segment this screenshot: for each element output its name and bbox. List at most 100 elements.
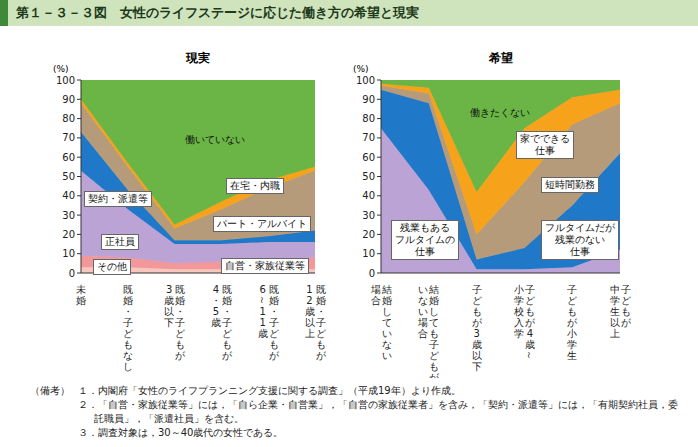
svg-text:60: 60 (62, 152, 75, 163)
svg-text:が: が (316, 350, 327, 361)
svg-text:な: な (123, 350, 133, 361)
svg-text:下: 下 (472, 361, 482, 372)
svg-text:ど: ど (269, 328, 279, 339)
svg-text:・: ・ (175, 306, 185, 317)
svg-text:生: 生 (610, 306, 620, 317)
svg-text:子: 子 (175, 317, 185, 328)
svg-text:既: 既 (175, 284, 185, 295)
svg-text:学: 学 (514, 328, 524, 339)
svg-text:1: 1 (260, 306, 266, 317)
svg-text:い: い (418, 306, 428, 317)
svg-text:ど: ど (123, 328, 133, 339)
svg-text:も: も (123, 339, 133, 350)
svg-text:・: ・ (211, 295, 221, 306)
svg-text:婚: 婚 (316, 295, 326, 306)
svg-text:い: い (418, 284, 428, 295)
svg-text:も: も (567, 306, 577, 317)
svg-text:下: 下 (164, 317, 174, 328)
svg-text:が: が (525, 317, 536, 328)
svg-text:学: 学 (610, 295, 620, 306)
svg-text:30: 30 (362, 210, 375, 221)
svg-text:既: 既 (222, 284, 232, 295)
svg-text:小: 小 (514, 284, 524, 295)
svg-text:0: 0 (69, 268, 75, 279)
svg-text:・: ・ (123, 306, 133, 317)
svg-text:が: が (269, 350, 280, 361)
svg-text:小: 小 (567, 328, 577, 339)
svg-text:歳: 歳 (164, 295, 174, 306)
svg-text:2: 2 (306, 295, 312, 306)
svg-text:ど: ど (567, 295, 577, 306)
svg-text:中: 中 (610, 284, 620, 295)
svg-text:6: 6 (260, 284, 266, 295)
svg-text:て: て (429, 317, 439, 328)
svg-text:以: 以 (472, 350, 482, 361)
svg-text:も: も (316, 339, 326, 350)
svg-text:歳: 歳 (211, 317, 221, 328)
svg-text:ど: ど (429, 350, 439, 361)
svg-text:子: 子 (123, 317, 133, 328)
svg-text:も: も (269, 339, 279, 350)
svg-text:歳: 歳 (305, 306, 315, 317)
svg-text:も: も (472, 306, 482, 317)
svg-text:も: も (525, 306, 535, 317)
svg-text:な: な (418, 295, 428, 306)
svg-text:が: が (621, 317, 632, 328)
svg-text:～: ～ (524, 350, 535, 360)
svg-text:場: 場 (417, 317, 428, 328)
svg-text:以: 以 (305, 317, 315, 328)
svg-text:歳: 歳 (258, 328, 268, 339)
svg-text:が: が (222, 350, 233, 361)
svg-text:結: 結 (428, 284, 439, 295)
svg-text:結: 結 (381, 284, 392, 295)
svg-text:ど: ど (316, 328, 326, 339)
svg-text:婚: 婚 (429, 295, 439, 306)
svg-text:・: ・ (269, 306, 279, 317)
svg-text:3: 3 (473, 328, 479, 339)
svg-text:50: 50 (62, 171, 75, 182)
svg-text:10: 10 (362, 248, 375, 259)
svg-text:が: が (175, 350, 186, 361)
svg-text:60: 60 (362, 152, 375, 163)
svg-text:ど: ど (472, 295, 482, 306)
svg-text:・: ・ (222, 306, 232, 317)
svg-text:い: い (382, 350, 392, 361)
svg-text:既: 既 (269, 284, 279, 295)
svg-text:1: 1 (306, 284, 312, 295)
svg-text:40: 40 (362, 190, 375, 201)
svg-text:80: 80 (362, 113, 375, 124)
svg-text:子: 子 (567, 284, 577, 295)
svg-text:未: 未 (76, 284, 86, 295)
svg-text:も: も (429, 328, 439, 339)
svg-text:90: 90 (362, 94, 375, 105)
svg-text:100: 100 (356, 75, 375, 86)
svg-text:校: 校 (513, 306, 524, 317)
svg-text:3: 3 (166, 284, 172, 295)
svg-text:ど: ど (175, 328, 185, 339)
svg-text:・: ・ (316, 306, 326, 317)
svg-text:し: し (123, 361, 133, 372)
svg-text:80: 80 (62, 113, 75, 124)
svg-text:も: も (429, 361, 439, 372)
svg-text:子: 子 (222, 317, 232, 328)
svg-text:入: 入 (514, 317, 524, 328)
svg-text:以: 以 (164, 306, 174, 317)
svg-text:子: 子 (429, 339, 439, 350)
svg-text:が: が (429, 372, 440, 378)
svg-text:40: 40 (62, 190, 75, 201)
svg-text:婚: 婚 (222, 295, 232, 306)
svg-text:50: 50 (362, 171, 375, 182)
svg-text:～: ～ (257, 295, 268, 305)
svg-text:90: 90 (62, 94, 75, 105)
svg-text:4: 4 (213, 284, 219, 295)
svg-text:100: 100 (56, 75, 75, 86)
svg-text:婚: 婚 (76, 295, 86, 306)
svg-text:30: 30 (62, 210, 75, 221)
svg-text:歳: 歳 (525, 339, 535, 350)
svg-text:婚: 婚 (175, 295, 185, 306)
svg-text:し: し (429, 306, 439, 317)
svg-text:上: 上 (305, 328, 315, 339)
svg-text:も: も (175, 339, 185, 350)
svg-text:も: も (621, 306, 631, 317)
svg-text:0: 0 (369, 268, 375, 279)
